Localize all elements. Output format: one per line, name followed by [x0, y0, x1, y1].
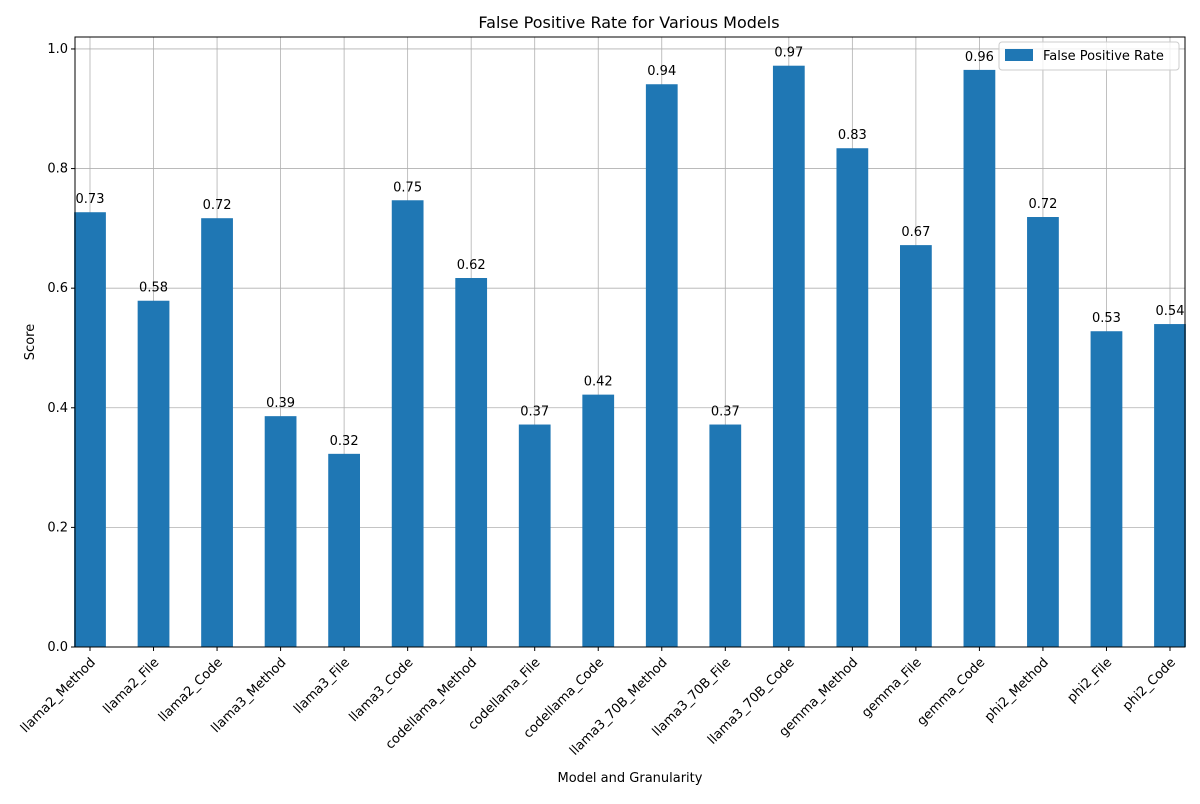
legend-swatch [1005, 49, 1033, 61]
bar-llama3_70B_Method [645, 84, 678, 647]
plot-frame [74, 36, 1186, 648]
bar-value-label: 0.72 [203, 198, 232, 213]
bar-value-label: 0.32 [330, 434, 359, 449]
y-tick-label: 0.2 [47, 520, 68, 535]
bar-value-labels: 0.73 0.58 0.72 0.39 0.32 0.75 0.62 0.37 0.42 0.94… [76, 46, 1185, 449]
bar-codellama_File [518, 424, 551, 647]
bar-value-label: 0.37 [520, 405, 549, 420]
x-tick-label: phi2_File [1065, 655, 1116, 706]
bar-llama3_File [328, 453, 360, 647]
bar-llama3_Method [264, 416, 297, 647]
bar-phi2_Method [1027, 217, 1059, 647]
bar-llama3_70B_File [709, 424, 742, 647]
x-tick-label: llama3_File [291, 655, 353, 717]
x-tick-label: llama2_Code [156, 655, 226, 725]
x-tick-label: phi2_Method [982, 655, 1052, 725]
legend-box [998, 41, 1180, 71]
y-axis-ticks: 0.0 0.2 0.4 0.6 0.8 1.0 [47, 42, 75, 655]
bar-llama3_Code [391, 200, 424, 647]
bar-value-label: 0.37 [711, 405, 740, 420]
bar-llama2_Method [74, 212, 106, 647]
x-tick-label: phi2_Code [1120, 655, 1179, 714]
x-tick-label: llama2_File [101, 655, 163, 717]
x-tick-label: llama2_Method [18, 655, 99, 736]
bar-codellama_Code [582, 394, 615, 647]
bar-value-label: 0.94 [647, 64, 676, 79]
y-axis-label: Score [23, 324, 38, 360]
x-axis-label: Model and Granularity [558, 771, 703, 786]
bar-value-label: 0.54 [1156, 304, 1185, 319]
bar-llama3_70B_Code [772, 65, 805, 648]
bar-value-label: 0.67 [901, 225, 930, 240]
x-tick-label: llama3_Code [347, 655, 417, 725]
bar-value-label: 0.58 [139, 281, 168, 296]
bar-value-label: 0.62 [457, 258, 486, 273]
bar-value-label: 0.42 [584, 375, 613, 390]
bar-phi2_Code [1154, 324, 1186, 647]
y-tick-label: 0.4 [47, 401, 68, 416]
bar-value-label: 0.73 [76, 192, 105, 207]
bar-value-label: 0.72 [1028, 197, 1057, 212]
bar-value-label: 0.97 [774, 46, 803, 61]
x-tick-label: gemma_Code [914, 655, 988, 729]
bar-value-label: 0.83 [838, 128, 867, 143]
bar-llama2_Code [201, 218, 233, 648]
legend: False Positive Rate [998, 41, 1180, 71]
y-tick-label: 0.0 [47, 640, 68, 655]
bar-codellama_Method [455, 278, 488, 647]
chart-title: False Positive Rate for Various Models [478, 13, 779, 32]
bar-value-label: 0.39 [266, 396, 295, 411]
bar-value-label: 0.75 [393, 180, 422, 195]
bar-llama2_File [137, 300, 170, 647]
y-tick-label: 1.0 [47, 42, 68, 57]
bar-gemma_File [900, 245, 932, 647]
bar-phi2_File [1090, 331, 1123, 647]
bar-gemma_Code [963, 69, 996, 648]
bar-value-label: 0.53 [1092, 311, 1121, 326]
bars [74, 65, 1186, 648]
y-tick-label: 0.6 [47, 281, 68, 296]
y-tick-label: 0.8 [47, 162, 68, 177]
x-tick-label: gemma_File [859, 655, 925, 721]
legend-label: False Positive Rate [1043, 49, 1164, 64]
bar-gemma_Method [836, 148, 869, 647]
grid [75, 37, 1185, 648]
bar-value-label: 0.96 [965, 50, 994, 65]
